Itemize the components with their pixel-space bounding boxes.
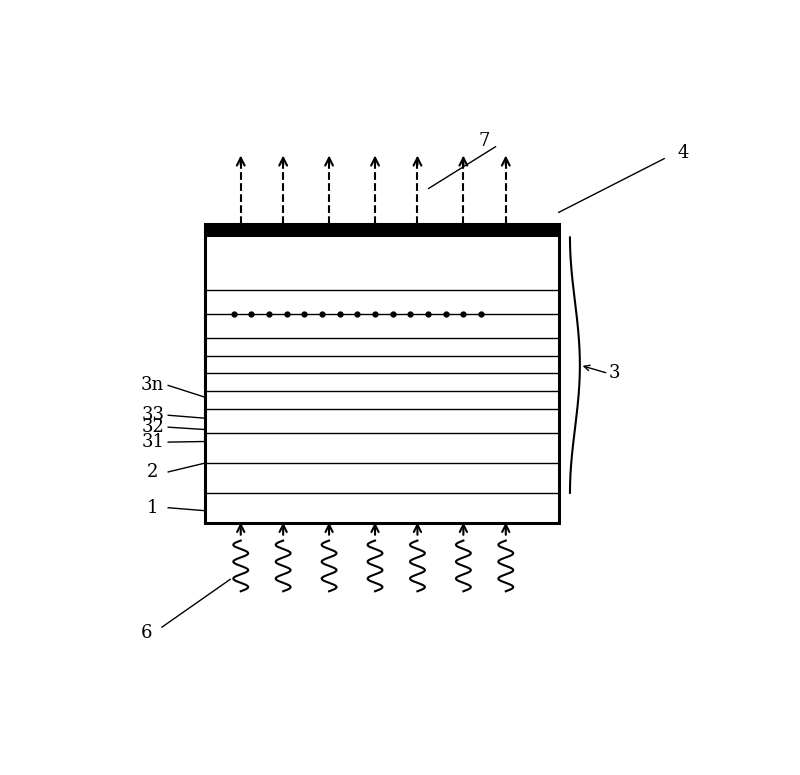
Text: 32: 32	[142, 418, 164, 436]
Bar	[206, 224, 558, 522]
Text: 3n: 3n	[141, 377, 164, 394]
Text: 2: 2	[147, 463, 158, 481]
Text: 33: 33	[141, 406, 164, 424]
Text: 6: 6	[141, 624, 152, 642]
Text: 1: 1	[147, 499, 158, 517]
Text: 31: 31	[141, 433, 164, 451]
Text: 4: 4	[677, 143, 689, 162]
Text: 3: 3	[609, 364, 620, 383]
Bar	[206, 224, 558, 237]
Text: 7: 7	[478, 132, 490, 150]
